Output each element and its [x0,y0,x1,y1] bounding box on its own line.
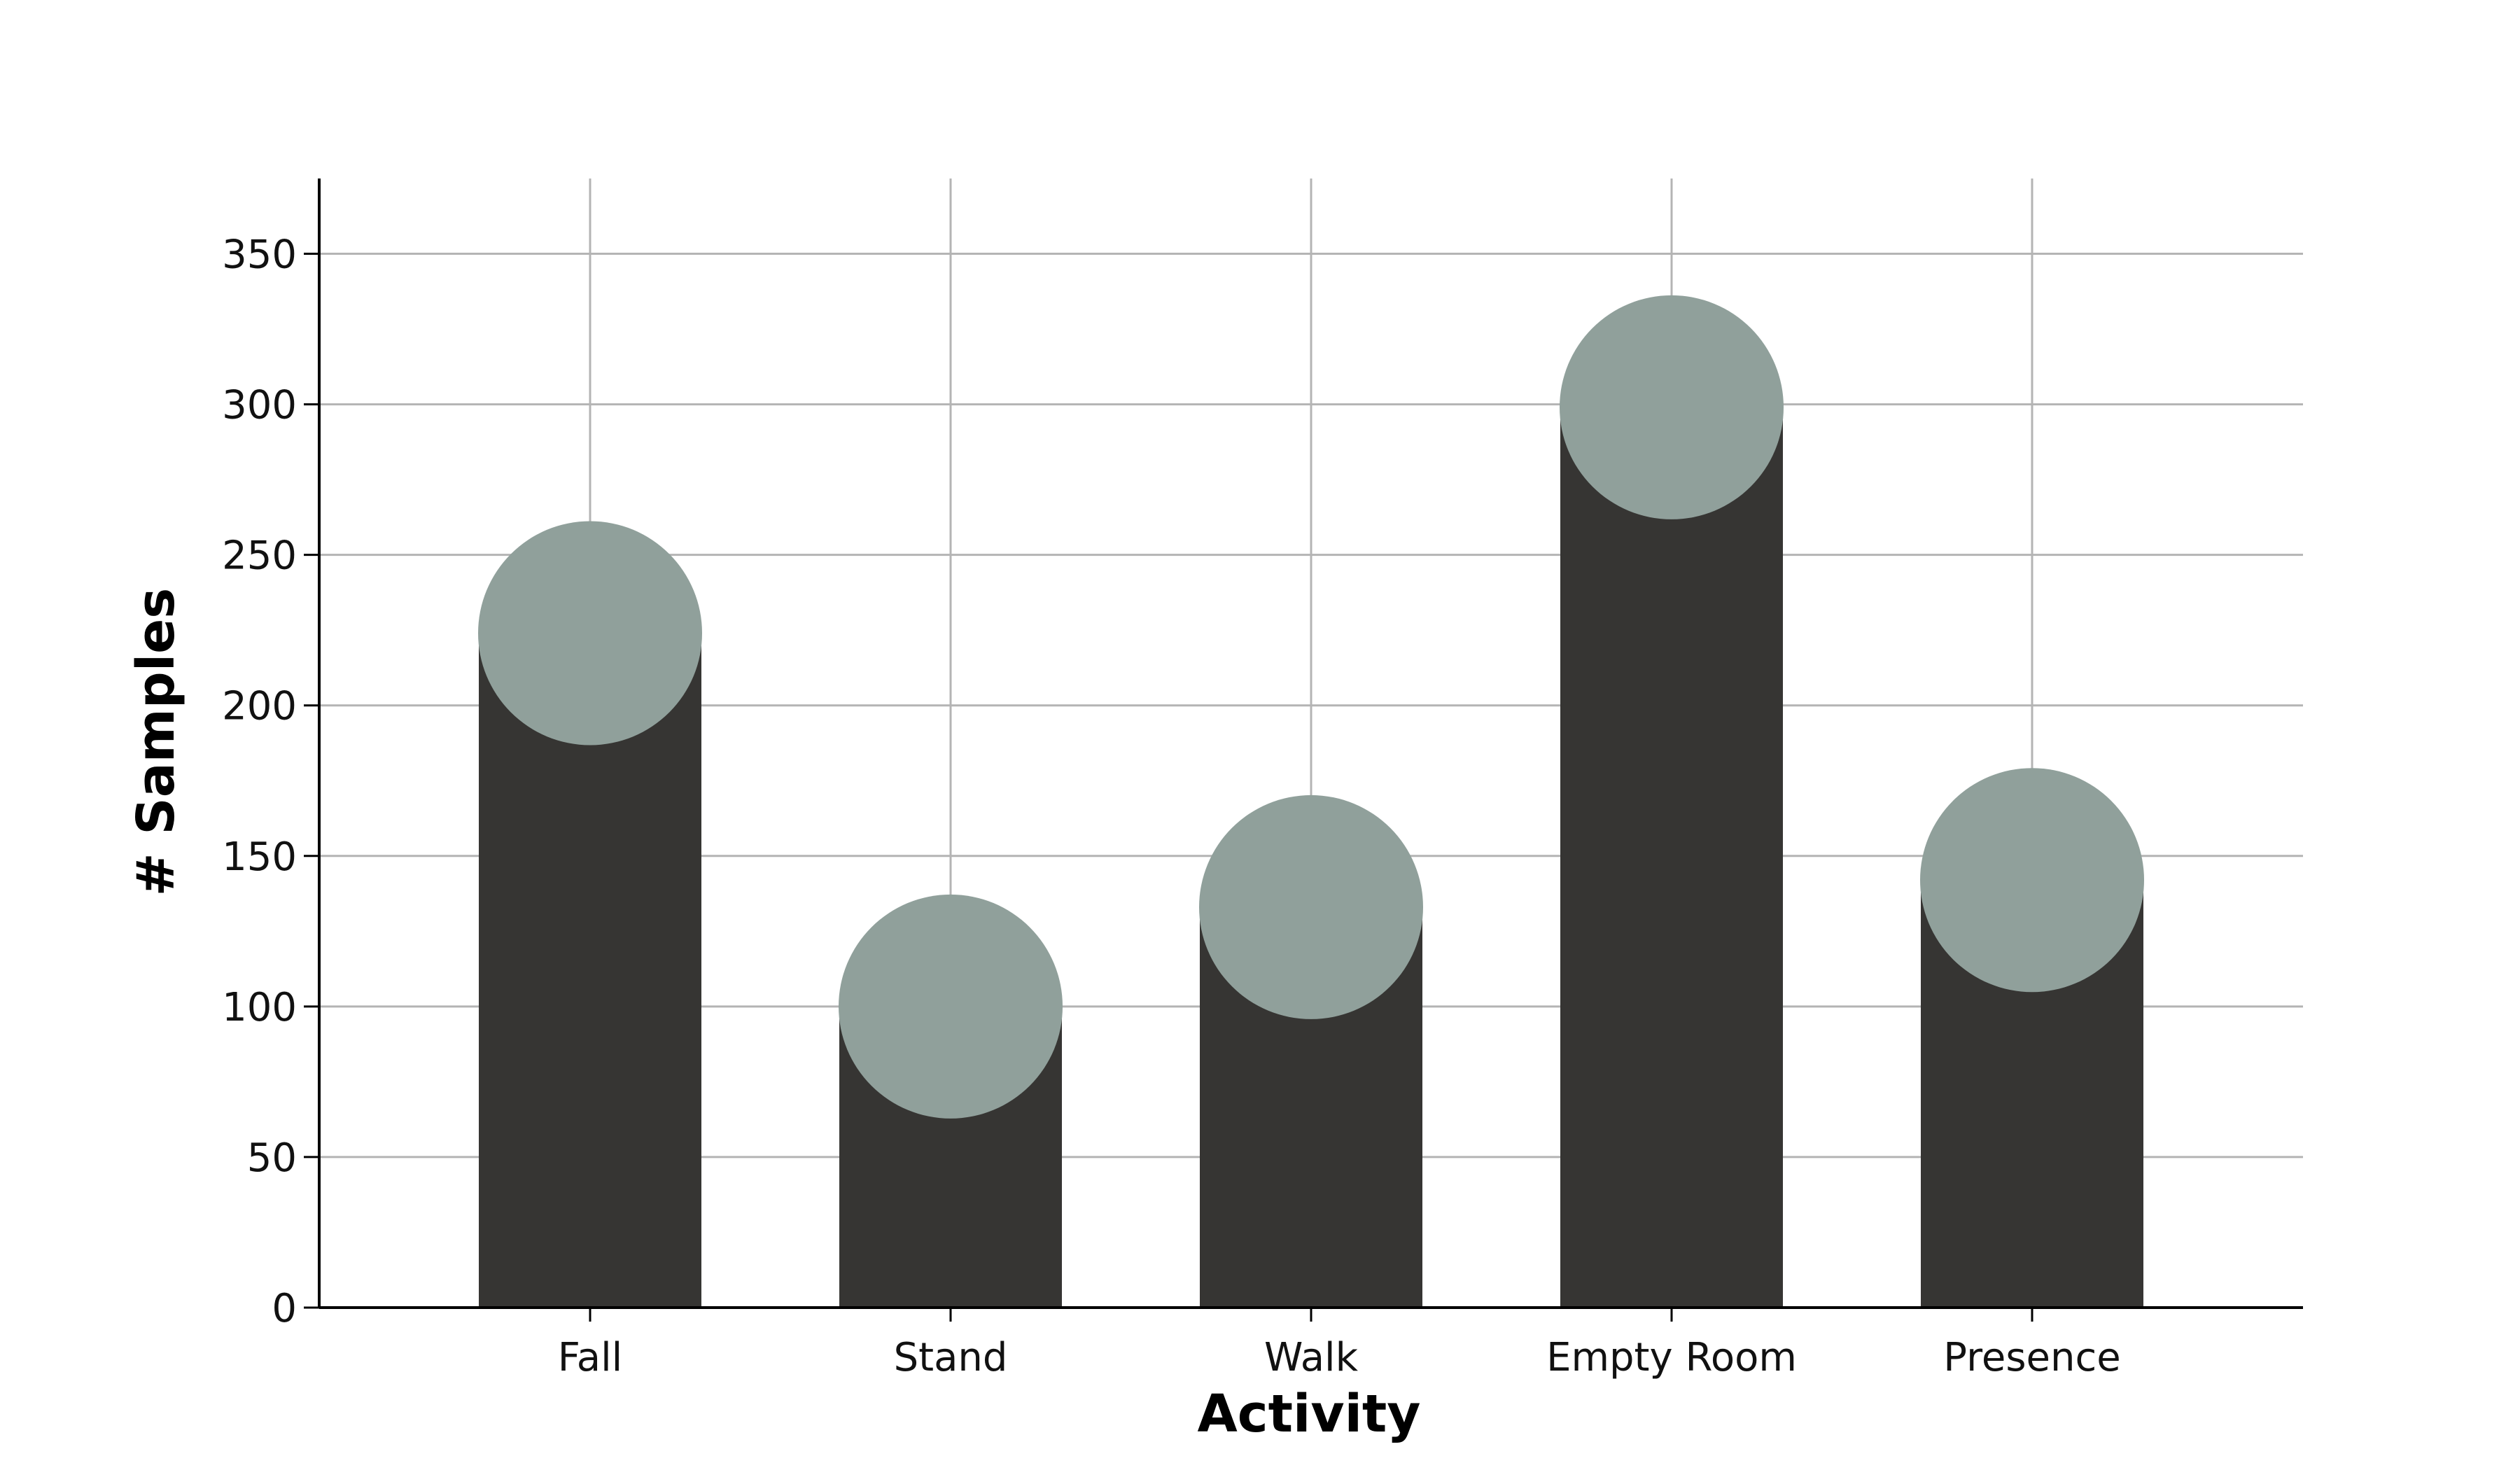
y-tick-label: 100 [222,985,297,1030]
bar-markers [478,295,2144,1119]
bar-marker-stand [839,894,1063,1119]
x-tick-label: Stand [894,1335,1008,1380]
y-axis-title: # Samples [126,588,186,897]
x-tick-label: Presence [1943,1335,2120,1380]
bar-marker-fall [478,521,702,746]
x-tick-label: Walk [1264,1335,1359,1380]
y-tick-label: 350 [222,232,297,278]
y-tick-label: 300 [222,383,297,428]
x-axis-title: Activity [1197,1384,1420,1444]
axes [304,178,2303,1322]
bar-empty-room [1560,407,1783,1308]
x-tick-label: Fall [558,1335,623,1380]
x-tick-label: Empty Room [1546,1335,1797,1380]
bar-marker-walk [1199,794,1423,1019]
bar-fall [479,633,701,1308]
bar-marker-empty-room [1560,295,1784,519]
y-tick-label: 150 [222,834,297,880]
tick-labels: 0 50 100 150 200 250 300 350 Fall Stand Walk Empty … [222,232,2121,1380]
y-tick-label: 0 [272,1286,297,1331]
y-tick-label: 200 [222,684,297,729]
y-tick-label: 250 [222,533,297,579]
bar-marker-presence [1920,768,2144,993]
y-tick-label: 50 [247,1135,297,1181]
